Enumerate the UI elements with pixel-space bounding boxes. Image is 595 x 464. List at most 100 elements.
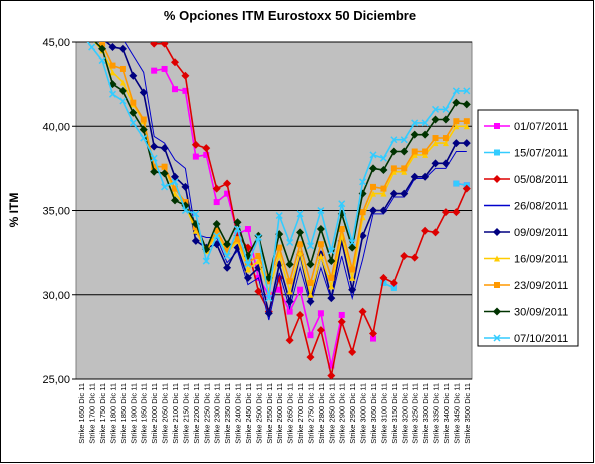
data-point <box>379 206 388 215</box>
data-point <box>463 118 470 125</box>
data-point <box>151 163 158 170</box>
data-point <box>223 179 232 188</box>
chart-title: % Opciones ITM Eurostoxx 50 Diciembre <box>164 8 416 23</box>
data-point <box>202 257 210 265</box>
data-point <box>140 116 147 123</box>
x-tick-label: Strike 2550 Dic 11 <box>265 383 274 444</box>
data-point <box>223 240 232 249</box>
data-point <box>213 227 220 234</box>
data-point <box>171 196 179 205</box>
series-line <box>86 42 467 299</box>
plot-content <box>86 42 471 379</box>
data-point <box>337 317 346 326</box>
data-point <box>307 332 314 339</box>
data-point <box>422 148 429 155</box>
data-point <box>359 209 366 216</box>
x-tick-label: Strike 2650 Dic 11 <box>286 383 295 444</box>
x-tick-label: Strike 2950 Dic 11 <box>348 383 357 444</box>
data-point <box>181 182 190 191</box>
data-point <box>400 189 409 198</box>
data-point <box>358 231 367 240</box>
data-point <box>462 139 471 148</box>
data-point <box>349 266 356 273</box>
data-point <box>109 69 116 76</box>
data-point <box>411 148 418 155</box>
data-point <box>316 225 325 234</box>
x-tick-label: Strike 3000 Dic 11 <box>359 383 368 444</box>
x-tick-label: Strike 2800 Dic 11 <box>317 383 326 444</box>
data-point <box>432 140 439 147</box>
data-point <box>369 151 377 159</box>
data-point <box>370 183 376 190</box>
data-point <box>255 258 262 265</box>
data-point <box>327 257 336 266</box>
data-point <box>410 130 419 139</box>
x-tick-label: Strike 3200 Dic 11 <box>400 383 409 444</box>
data-point <box>286 238 294 247</box>
data-point <box>213 199 220 206</box>
data-point <box>348 238 356 247</box>
data-point <box>432 135 439 142</box>
data-point <box>150 167 159 176</box>
data-point <box>212 219 221 228</box>
data-point <box>285 260 294 269</box>
data-point <box>160 42 169 48</box>
data-point <box>369 206 377 215</box>
data-point <box>390 165 397 172</box>
data-point <box>98 44 107 53</box>
legend-label: 23/09/2011 <box>514 280 568 292</box>
data-point <box>286 308 293 315</box>
data-point <box>338 226 345 233</box>
data-point <box>130 99 137 106</box>
legend-label: 15/07/2011 <box>514 148 568 160</box>
data-point <box>370 335 376 342</box>
y-axis-label: % ITM <box>7 193 21 228</box>
data-point <box>213 232 221 240</box>
legend-marker <box>494 123 500 129</box>
data-point <box>421 130 430 139</box>
data-point <box>452 208 461 217</box>
data-point <box>234 236 241 243</box>
data-point <box>286 278 293 285</box>
data-point <box>192 153 199 160</box>
x-tick-label: Strike 2750 Dic 11 <box>306 383 315 444</box>
data-point <box>191 140 200 149</box>
data-point <box>379 273 388 282</box>
data-point <box>108 90 117 98</box>
data-point <box>411 119 419 127</box>
legend-label: 05/08/2011 <box>514 174 568 186</box>
data-point <box>233 218 242 227</box>
legend-label: 30/09/2011 <box>514 307 568 319</box>
data-point <box>328 362 335 369</box>
data-point <box>243 273 252 282</box>
x-tick-label: Strike 3500 Dic 11 <box>463 383 472 444</box>
data-point <box>327 294 336 303</box>
x-tick-label: Strike 3350 Dic 11 <box>432 383 441 444</box>
data-point <box>380 279 387 286</box>
data-point <box>370 190 376 197</box>
legend-marker <box>493 175 501 183</box>
legend-label: 26/08/2011 <box>514 201 568 213</box>
data-point <box>327 371 336 379</box>
data-point <box>150 154 158 162</box>
y-tick-label: 35,00 <box>42 206 70 218</box>
data-point <box>118 44 127 53</box>
data-point <box>306 353 315 362</box>
data-point <box>306 297 315 306</box>
x-tick-label: Strike 3400 Dic 11 <box>442 383 451 444</box>
legend-marker <box>494 282 500 288</box>
data-point <box>150 142 159 151</box>
data-point <box>421 226 430 235</box>
data-point <box>317 310 324 317</box>
data-point <box>192 210 200 218</box>
data-point <box>431 115 440 124</box>
data-point <box>306 260 315 269</box>
data-point <box>462 184 471 193</box>
data-point <box>129 119 137 127</box>
data-point <box>462 100 471 109</box>
data-point <box>161 65 168 72</box>
data-point <box>328 274 335 281</box>
x-tick-label: Strike 3150 Dic 11 <box>390 383 399 444</box>
data-point <box>317 206 325 215</box>
